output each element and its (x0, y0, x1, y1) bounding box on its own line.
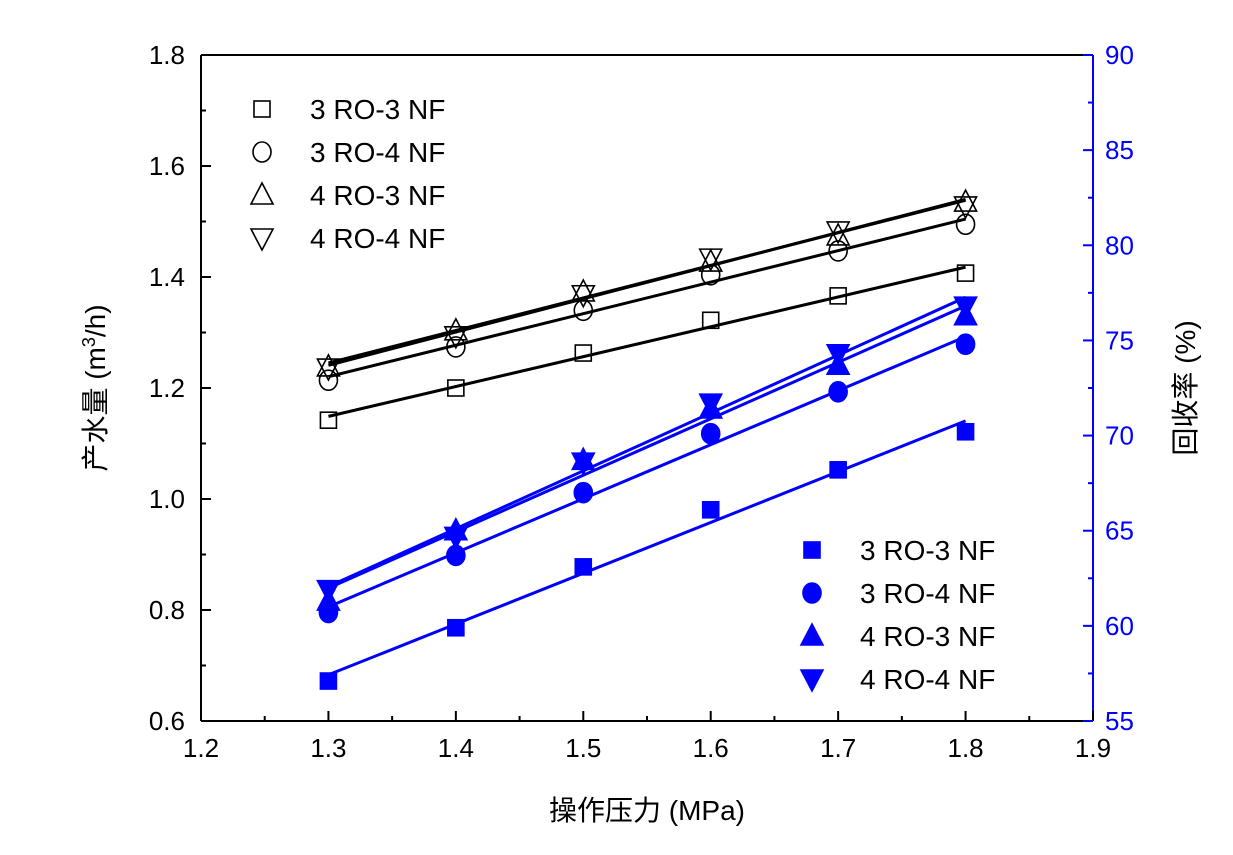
x-tick-label: 1.6 (693, 733, 729, 763)
left-point-3 (953, 196, 978, 220)
left-point-1 (828, 240, 848, 262)
right-point-0 (956, 422, 975, 441)
right-fit-line-1 (327, 335, 967, 609)
left-point-2 (825, 222, 851, 246)
y-left-label-sup: 3 (79, 337, 99, 347)
y-axis-right-label: 回收率 (%) (1170, 320, 1201, 455)
right-point-3 (953, 296, 978, 320)
left-point-3 (570, 284, 596, 309)
y-left-tick-label: 0.8 (149, 595, 185, 625)
y-left-tick-label: 0.6 (149, 706, 185, 736)
right-point-3 (570, 452, 596, 476)
y-left-tick-label: 1.4 (149, 262, 185, 292)
y-left-tick-label: 1.0 (149, 484, 185, 514)
right-point-3 (825, 343, 851, 368)
left-point-2 (443, 317, 469, 341)
x-tick-label: 1.9 (1075, 733, 1111, 763)
right-point-0 (701, 500, 720, 519)
left-point-1 (573, 299, 594, 322)
legend-right-label: 4 RO-3 NF (860, 621, 995, 652)
legend-left-label: 4 RO-4 NF (310, 223, 445, 254)
left-point-0 (829, 287, 847, 305)
right-point-0 (574, 558, 593, 576)
right-point-3 (698, 393, 724, 417)
x-tick-label: 1.8 (947, 733, 983, 763)
left-point-3 (443, 326, 469, 350)
legend-left-label: 3 RO-4 NF (310, 137, 445, 168)
legend-left-marker (252, 141, 272, 163)
y-left-label-tail: /h) (80, 304, 111, 337)
legend-right-marker (803, 541, 821, 559)
y-left-tick-label: 1.6 (149, 151, 185, 181)
x-tick-label: 1.4 (438, 733, 474, 763)
legend-right-label: 4 RO-4 NF (860, 664, 995, 695)
legend-left-marker (253, 100, 271, 118)
x-axis-label: 操作压力 (MPa) (549, 795, 745, 826)
left-point-0 (701, 311, 720, 330)
x-tick-label: 1.3 (310, 733, 346, 763)
left-point-2 (570, 278, 596, 302)
x-tick-label: 1.5 (565, 733, 601, 763)
left-point-3 (825, 221, 851, 245)
y-left-label-main: 产水量 (m (80, 347, 111, 471)
left-point-1 (955, 213, 976, 236)
x-tick-label: 1.2 (183, 733, 219, 763)
left-point-3 (316, 358, 341, 382)
right-point-1 (828, 381, 848, 403)
right-point-0 (319, 672, 338, 690)
left-point-2 (316, 353, 341, 377)
legend-right-label: 3 RO-4 NF (860, 578, 995, 609)
y-right-tick-label: 75 (1105, 325, 1134, 355)
right-point-1 (955, 333, 976, 356)
legend-right-marker (799, 669, 825, 693)
left-point-3 (698, 248, 724, 272)
legend-right-label: 3 RO-3 NF (860, 535, 995, 566)
y-right-tick-label: 85 (1105, 135, 1134, 165)
x-tick-label: 1.7 (820, 733, 856, 763)
legend-left-label: 3 RO-3 NF (310, 94, 445, 125)
left-point-1 (318, 369, 339, 392)
y-right-tick-label: 60 (1105, 611, 1134, 641)
legend-right-marker (802, 582, 822, 604)
y-right-tick-label: 70 (1105, 421, 1134, 451)
left-fit-line-1 (328, 217, 966, 379)
left-point-1 (700, 263, 721, 286)
left-point-0 (319, 411, 338, 429)
y-left-tick-label: 1.8 (149, 40, 185, 70)
y-right-tick-label: 80 (1105, 230, 1134, 260)
left-point-0 (956, 264, 975, 282)
legend-left-marker (249, 228, 275, 252)
right-point-0 (829, 461, 847, 479)
right-point-3 (316, 579, 341, 604)
left-fit-line-0 (328, 265, 966, 418)
legend-left-label: 4 RO-3 NF (310, 180, 445, 211)
y-left-tick-label: 1.2 (149, 373, 185, 403)
right-fit-line-2 (327, 304, 967, 590)
right-fit-line-0 (327, 419, 967, 677)
legend-right-marker (799, 622, 825, 646)
y-right-tick-label: 65 (1105, 516, 1134, 546)
left-point-0 (574, 344, 593, 362)
left-point-1 (446, 336, 466, 358)
legend-left-marker (249, 181, 275, 205)
y-right-tick-label: 90 (1105, 40, 1134, 70)
right-point-1 (573, 481, 594, 504)
left-point-0 (447, 379, 465, 397)
y-right-tick-label: 55 (1105, 706, 1134, 736)
right-point-3 (443, 526, 469, 551)
right-point-0 (447, 618, 465, 637)
left-point-2 (953, 188, 978, 212)
right-fit-line-3 (327, 295, 967, 588)
left-fit-line-3 (328, 197, 966, 367)
right-point-1 (700, 422, 721, 445)
y-axis-left-label: 产水量 (m3/h) (79, 304, 111, 471)
